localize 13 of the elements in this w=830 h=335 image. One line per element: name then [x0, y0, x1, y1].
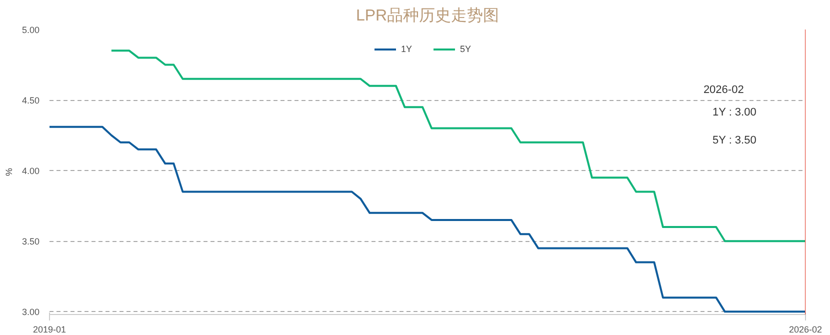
annotation: 1Y : 3.00	[712, 106, 756, 118]
y-axis-title: %	[4, 168, 14, 176]
x-tick-label: 2019-01	[32, 324, 66, 334]
legend-label: 5Y	[460, 44, 472, 54]
y-tick-label: 4.00	[22, 166, 40, 176]
annotation: 2026-02	[703, 84, 744, 96]
legend-label: 1Y	[401, 44, 414, 54]
y-tick-label: 4.50	[22, 96, 40, 106]
chart-title: LPR品种历史走势图	[356, 6, 500, 24]
y-tick-label: 5.00	[22, 25, 40, 35]
y-tick-label: 3.00	[22, 307, 40, 318]
y-tick-label: 3.50	[22, 236, 40, 247]
annotation: 5Y : 3.50	[712, 134, 756, 147]
